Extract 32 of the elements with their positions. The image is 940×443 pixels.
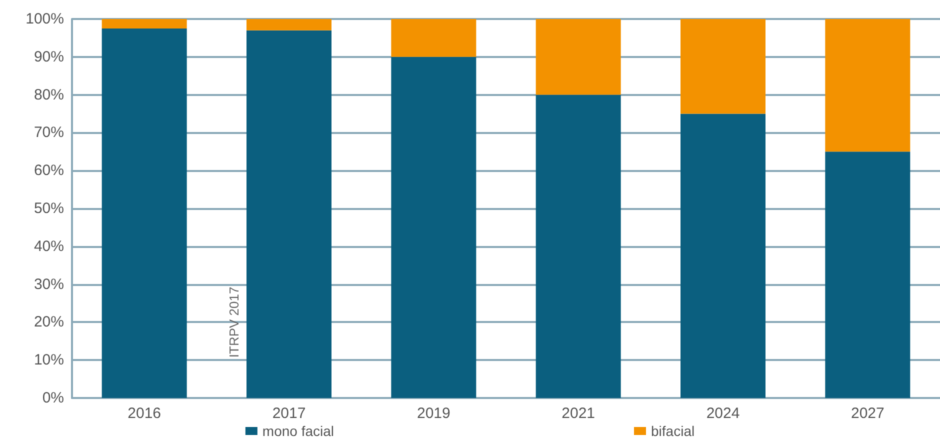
y-tick-label: 90% [34, 48, 64, 66]
bar [391, 56, 476, 398]
y-tick-label: 50% [34, 200, 64, 217]
bar [680, 114, 766, 398]
legend-label: bifacial [651, 423, 695, 439]
y-tick-label: 40% [34, 238, 64, 255]
bar [102, 28, 187, 398]
y-tick-label: 100% [26, 10, 64, 28]
y-tick-label: 80% [34, 86, 64, 104]
y-tick-label: 70% [34, 124, 64, 142]
y-tick-label: 10% [34, 352, 64, 369]
x-tick-label: 2016 [128, 405, 162, 422]
bar [825, 152, 910, 398]
bar [102, 19, 187, 28]
y-tick-label: 30% [34, 276, 64, 293]
annotation: ITRPV 2017 [226, 286, 242, 358]
x-tick-label: 2019 [416, 405, 450, 422]
x-tick-label: 2021 [562, 405, 596, 422]
bar [246, 19, 332, 30]
bar [825, 19, 910, 152]
y-tick-label: 0% [42, 390, 64, 406]
bar [246, 30, 332, 398]
y-tick-label: 60% [34, 162, 64, 180]
x-tick-label: 2024 [706, 405, 740, 422]
bar [391, 19, 476, 57]
legend-label: mono facial [262, 423, 334, 439]
bar [536, 19, 621, 95]
y-tick-label: 20% [34, 314, 64, 331]
bar [680, 19, 766, 114]
bar [536, 94, 621, 398]
x-tick-label: 2027 [850, 405, 884, 422]
x-tick-label: 2017 [272, 405, 306, 422]
